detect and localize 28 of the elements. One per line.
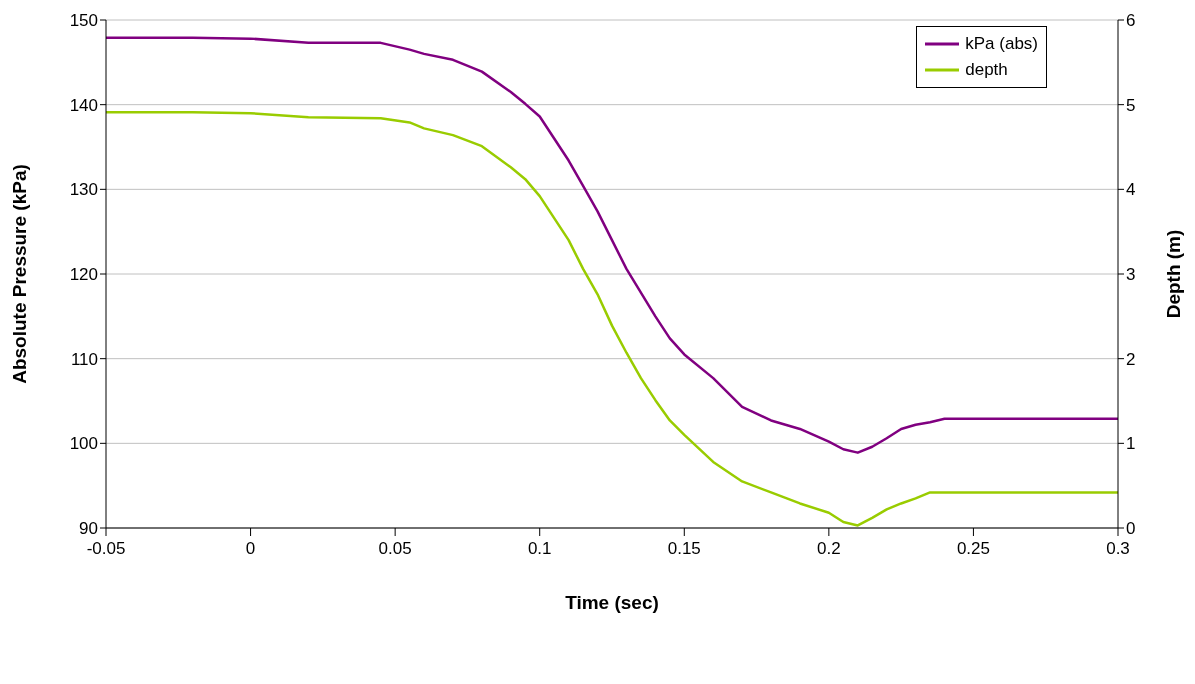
y-tick-label: 110 <box>70 349 98 369</box>
y2-tick-label: 4 <box>1126 180 1136 200</box>
y2-tick-label: 3 <box>1126 265 1136 285</box>
line-series <box>106 36 1118 454</box>
y-tick-label: 150 <box>69 11 98 31</box>
y2-tick-label: 2 <box>1126 349 1136 369</box>
x-tick-label: 0.05 <box>378 539 412 559</box>
y2-tick-label: 0 <box>1126 519 1136 539</box>
legend-label: depth <box>965 59 1008 81</box>
y-tick-label: 120 <box>69 265 98 285</box>
x-tick-label: 0.25 <box>956 539 990 559</box>
x-tick-label: 0.3 <box>1106 539 1130 559</box>
y-tick-label: 100 <box>69 434 98 454</box>
y-tick-label: 90 <box>79 519 98 539</box>
y2-tick-label: 6 <box>1126 11 1136 31</box>
y-axis-title: Absolute Pressure (kPa) <box>8 164 30 384</box>
y2-tick-label: 1 <box>1126 434 1136 454</box>
x-tick-label: 0.1 <box>527 539 552 559</box>
x-tick-label: 0 <box>245 539 256 559</box>
x-axis-title: Time (sec) <box>565 592 659 613</box>
y-tick-label: 140 <box>69 95 98 115</box>
y2-axis-title: Depth (m) <box>1162 229 1184 319</box>
x-tick-label: -0.05 <box>86 539 126 559</box>
y2-tick-label: 5 <box>1126 95 1136 115</box>
x-tick-label: 0.15 <box>667 539 701 559</box>
y-tick-label: 130 <box>69 180 98 200</box>
legend-label: kPa (abs) <box>965 33 1038 55</box>
x-tick-label: 0.2 <box>817 539 841 559</box>
